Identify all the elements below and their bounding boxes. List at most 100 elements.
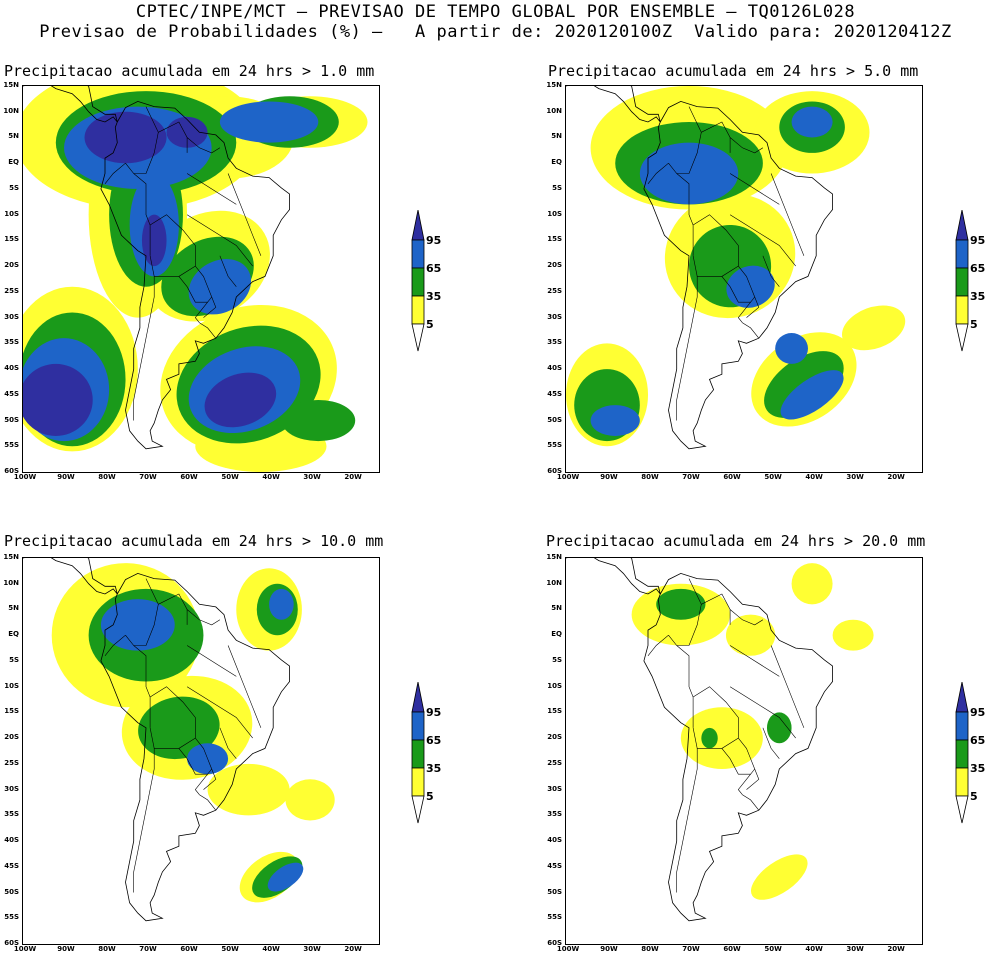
colorbar-segment	[411, 323, 425, 352]
colorbar-segment	[411, 795, 425, 824]
lon-tick-label: 90W	[600, 473, 618, 481]
probability-area	[791, 106, 833, 138]
lat-tick-label: 45S	[547, 861, 562, 870]
colorbar-label: 65	[426, 262, 442, 275]
probability-area	[750, 854, 808, 900]
lat-tick-label: 10S	[547, 681, 562, 690]
lat-tick-label: 45S	[547, 389, 562, 398]
map-panel-3	[22, 557, 380, 945]
country-border	[133, 276, 155, 421]
country-border	[149, 686, 196, 739]
subtitle: Previsao de Probabilidades (%) – A parti…	[39, 22, 952, 42]
lon-tick-label: 60W	[723, 945, 741, 953]
country-border	[729, 645, 780, 677]
lon-tick-label: 40W	[262, 473, 280, 481]
lon-tick-label: 30W	[303, 945, 321, 953]
coastline	[566, 558, 661, 595]
map-svg	[566, 86, 906, 450]
lon-tick-label: 50W	[764, 473, 782, 481]
lat-tick-label: 5S	[552, 183, 562, 192]
colorbar-segment	[955, 295, 969, 325]
country-border	[721, 276, 751, 303]
country-border	[762, 727, 780, 759]
probability-area	[204, 372, 277, 428]
colorbar-label: 35	[970, 762, 986, 775]
colorbar-label: 95	[426, 706, 442, 719]
probability-area	[701, 727, 718, 749]
country-border	[701, 121, 731, 153]
colorbar-segment	[955, 239, 969, 269]
country-border	[692, 686, 739, 739]
lat-tick-label: 40S	[4, 364, 19, 373]
country-border	[676, 173, 694, 256]
colorbar-label: 95	[970, 706, 986, 719]
country-border	[227, 645, 262, 728]
country-border	[721, 748, 751, 775]
coastline	[23, 558, 118, 595]
lat-tick-label: 15N	[3, 81, 19, 89]
lon-tick-label: 40W	[262, 945, 280, 953]
probability-area	[166, 116, 208, 148]
country-border	[692, 255, 739, 277]
country-border	[158, 593, 188, 625]
country-border	[203, 296, 217, 318]
country-border	[647, 634, 669, 656]
colorbar-label: 5	[970, 790, 978, 803]
lat-tick-label: 5N	[8, 604, 19, 613]
country-border	[668, 578, 702, 646]
colorbar	[955, 682, 969, 824]
country-border	[676, 748, 698, 893]
country-border	[199, 794, 217, 811]
colorbar-label: 95	[426, 234, 442, 247]
lat-tick-label: 60S	[4, 939, 19, 947]
colorbar-label: 65	[970, 262, 986, 275]
colorbar-segment	[955, 795, 969, 824]
lat-tick-label: 10S	[4, 681, 19, 690]
map-svg	[23, 86, 368, 472]
country-border	[199, 322, 217, 339]
colorbar-label: 35	[426, 290, 442, 303]
colorbar-segment	[411, 739, 425, 769]
probability-area	[267, 862, 304, 892]
country-border	[125, 578, 159, 646]
lat-tick-label: 5S	[552, 655, 562, 664]
lat-tick-label: 30S	[547, 784, 562, 793]
lat-tick-label: 25S	[4, 758, 19, 767]
probability-area	[285, 779, 335, 821]
lon-tick-label: 50W	[221, 473, 239, 481]
lon-tick-label: 60W	[180, 473, 198, 481]
lat-tick-label: 20S	[4, 261, 19, 270]
lon-tick-label: 90W	[600, 945, 618, 953]
colorbar-label: 65	[426, 734, 442, 747]
colorbar	[411, 210, 425, 352]
probability-area	[269, 588, 294, 620]
lat-tick-label: 40S	[547, 364, 562, 373]
country-border	[125, 106, 159, 174]
lon-tick-label: 100W	[13, 945, 37, 953]
country-border	[701, 593, 731, 625]
probability-area	[832, 619, 874, 651]
country-border	[186, 645, 237, 677]
coastline	[643, 572, 834, 922]
lat-tick-label: 5S	[9, 183, 19, 192]
colorbar-label: 5	[426, 318, 434, 331]
lat-tick-label: 10N	[3, 578, 19, 587]
probability-area	[219, 101, 319, 143]
probability-area	[141, 214, 167, 267]
lon-tick-label: 90W	[57, 945, 75, 953]
probability-area	[207, 763, 290, 816]
colorbar-label: 35	[426, 762, 442, 775]
lat-tick-label: EQ	[551, 630, 562, 639]
colorbar-label: 95	[970, 234, 986, 247]
colorbar-segment	[411, 682, 425, 713]
panel-title-2: Precipitacao acumulada em 24 hrs > 5.0 m…	[548, 62, 919, 80]
lat-tick-label: 15N	[3, 553, 19, 561]
country-border	[729, 214, 796, 267]
lon-tick-label: 80W	[98, 945, 116, 953]
colorbar-label: 35	[970, 290, 986, 303]
country-border	[676, 276, 698, 421]
lat-tick-label: 10N	[3, 106, 19, 115]
lat-tick-label: 10N	[546, 578, 562, 587]
panel-title-3: Precipitacao acumulada em 24 hrs > 10.0 …	[4, 532, 384, 550]
coastline	[643, 100, 834, 450]
